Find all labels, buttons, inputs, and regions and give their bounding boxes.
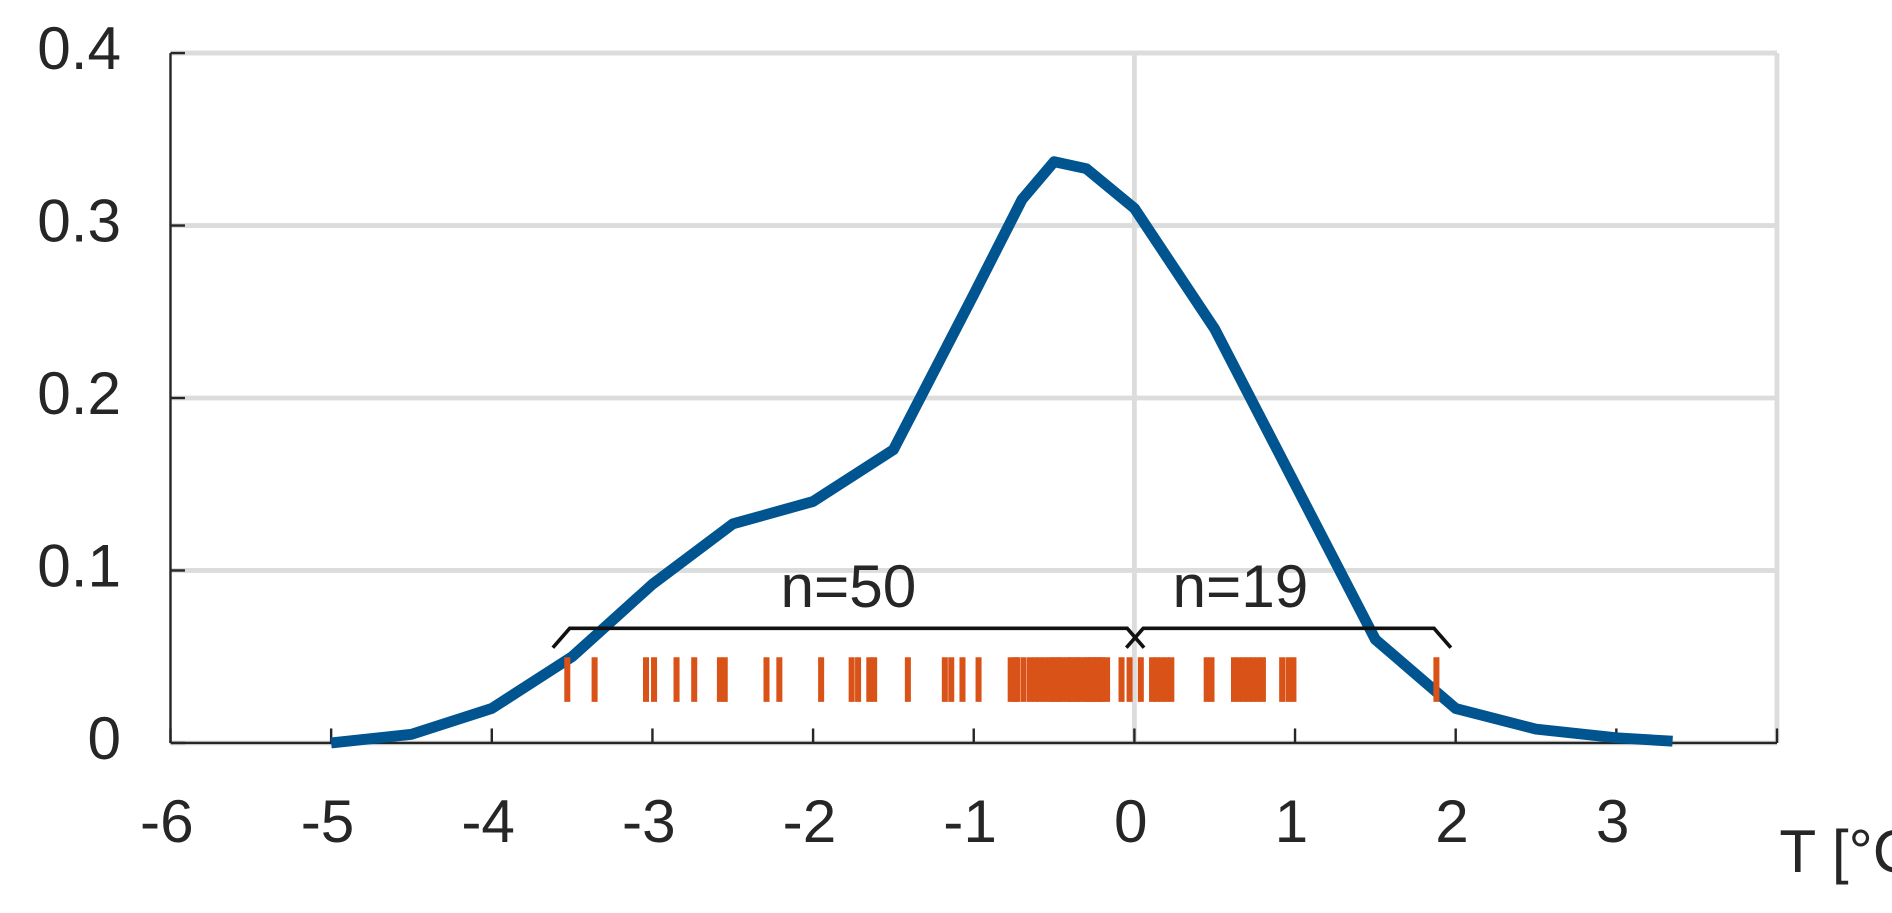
x-tick-label: 3 (1596, 787, 1630, 855)
y-tick-label: 0 (87, 704, 121, 772)
y-tick-label: 0.2 (37, 359, 121, 427)
group-label: n=50 (781, 552, 917, 620)
x-tick-label: 0 (1114, 787, 1148, 855)
y-tick-label: 0.1 (37, 531, 121, 599)
x-tick-label: -2 (783, 787, 837, 855)
x-tick-label: -5 (301, 787, 355, 855)
x-tick-label: -1 (943, 787, 997, 855)
density-line (330, 156, 1673, 749)
group-label: n=19 (1172, 552, 1308, 620)
x-tick-label: -6 (140, 787, 194, 855)
y-tick-label: 0.4 (37, 14, 121, 82)
y-tick-label: 0.3 (37, 186, 121, 254)
x-tick-label: -3 (622, 787, 676, 855)
brace (551, 626, 1146, 649)
x-axis-label: T [°C] (1779, 817, 1892, 885)
x-tick-label: 1 (1275, 787, 1309, 855)
x-tick-label: -4 (461, 787, 515, 855)
x-tick-label: 2 (1435, 787, 1469, 855)
brace (1124, 626, 1453, 649)
